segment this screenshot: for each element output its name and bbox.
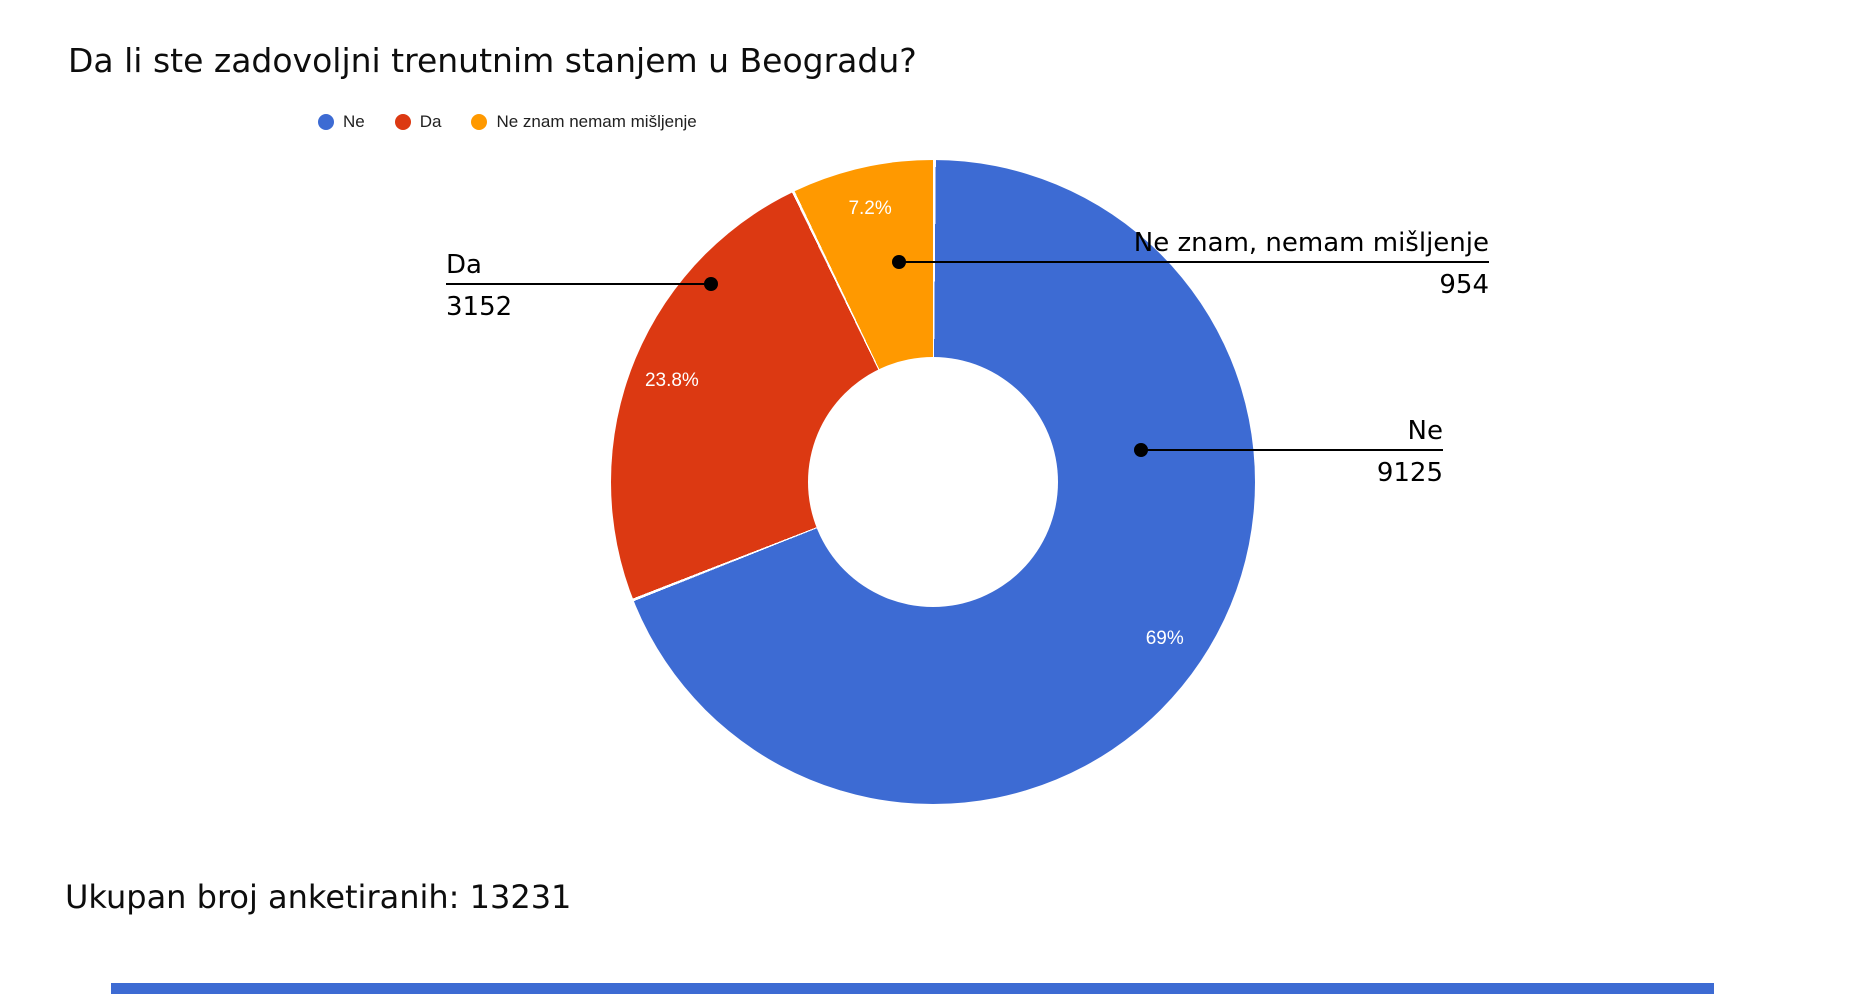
- legend-ne-label: Ne: [343, 112, 365, 131]
- percent-label-ne-znam: 7.2%: [848, 198, 892, 220]
- legend-ne-znam-color-dot-icon: [471, 114, 488, 130]
- legend-da-color-dot-icon: [394, 114, 411, 130]
- legend-item-da[interactable]: Da: [394, 112, 442, 132]
- footer-total: Ukupan broj anketiranih: 13231: [65, 878, 572, 916]
- chart-legend: Ne Da Ne znam nemam mišljenje: [318, 112, 697, 132]
- callout-ne-line: [1141, 449, 1443, 451]
- callout-da-line: [446, 283, 711, 285]
- callout-da-value: 3152: [446, 292, 513, 322]
- percent-label-ne: 69%: [1145, 628, 1184, 650]
- legend-da-label: Da: [419, 112, 442, 131]
- legend-item-ne-znam[interactable]: Ne znam nemam mišljenje: [471, 112, 697, 132]
- bottom-accent-bar: [111, 983, 1714, 994]
- callout-ne-znam-dot: [892, 255, 906, 269]
- legend-item-ne[interactable]: Ne: [318, 112, 365, 132]
- legend-ne-color-dot-icon: [318, 114, 334, 130]
- callout-ne-znam-line: [899, 261, 1489, 263]
- callout-ne-dot: [1134, 443, 1148, 457]
- callout-ne-znam-value: 954: [1439, 270, 1489, 300]
- callout-ne-znam-label: Ne znam, nemam mišljenje: [1133, 228, 1489, 258]
- donut-pie: 69% 23.8% 7.2%: [611, 160, 1255, 804]
- callout-ne-label: Ne: [1407, 416, 1443, 446]
- callout-da-label: Da: [446, 250, 482, 280]
- callout-da-dot: [704, 277, 718, 291]
- percent-label-da: 23.8%: [644, 369, 699, 391]
- donut-hole: [808, 357, 1058, 607]
- legend-ne-znam-label: Ne znam nemam mišljenje: [496, 112, 697, 131]
- callout-ne-value: 9125: [1376, 458, 1443, 488]
- page-title: Da li ste zadovoljni trenutnim stanjem u…: [68, 41, 917, 80]
